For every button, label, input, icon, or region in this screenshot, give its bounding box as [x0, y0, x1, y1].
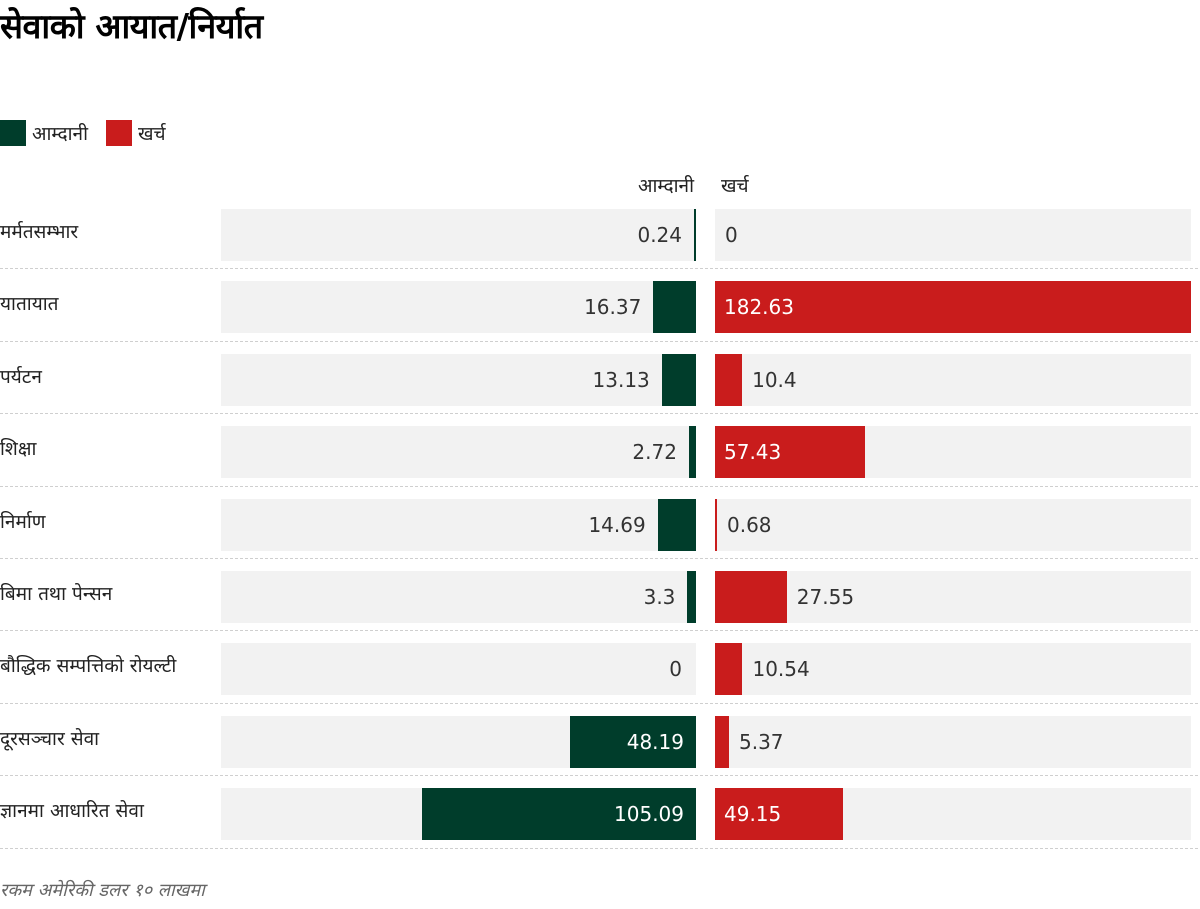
chart-row: निर्माण 14.69 0.68: [0, 486, 1198, 559]
income-track: [221, 571, 696, 623]
category-label: दूरसञ्चार सेवा: [0, 727, 100, 750]
expense-track: [715, 498, 1191, 551]
expense-value-label: 10.54: [752, 657, 810, 682]
category-label: बिमा तथा पेन्सन: [0, 583, 113, 605]
expense-value-label: 10.4: [752, 367, 797, 392]
legend-item-expense: खर्च: [106, 120, 166, 146]
unit-note: रकम अमेरिकी डलर १० लाखमा: [0, 880, 205, 901]
category-label: यातायात: [0, 293, 59, 316]
category-label: निर्माण: [0, 510, 46, 533]
expense-value-label: 5.37: [738, 729, 784, 754]
chart-row: बिमा तथा पेन्सन 3.3 27.55: [0, 558, 1198, 632]
expense-value-label: 182.63: [724, 295, 794, 320]
chart-row: यातायात 16.37 182.63: [0, 268, 1198, 342]
income-track: [221, 281, 696, 334]
income-value-label: 105.09: [614, 802, 684, 827]
income-track: [221, 643, 696, 696]
legend-label-expense: खर्च: [138, 123, 166, 145]
income-track: [221, 715, 696, 768]
legend: आम्दानी खर्च: [0, 120, 184, 146]
chart-row: बौद्धिक सम्पत्तिको रोयल्टी 0 10.54: [0, 630, 1198, 704]
income-bar: [694, 209, 696, 261]
category-label: पर्यटन: [0, 365, 42, 388]
income-bar: [653, 281, 696, 334]
legend-swatch-expense: [106, 120, 133, 146]
income-bar: [570, 715, 696, 768]
column-header-income: आम्दानी: [637, 175, 694, 197]
legend-swatch-income: [0, 120, 26, 146]
income-bar: [661, 353, 696, 406]
expense-track: [715, 571, 1191, 623]
expense-bar: [715, 715, 729, 768]
legend-item-income: आम्दानी: [0, 120, 88, 146]
expense-bar: [715, 643, 743, 696]
expense-bar: [715, 788, 844, 841]
category-label: बौद्धिक सम्पत्तिको रोयल्टी: [0, 655, 177, 678]
income-value-label: 48.19: [626, 729, 684, 754]
chart-row: दूरसञ्चार सेवा 48.19 5.37: [0, 703, 1198, 777]
expense-value-label: 0.68: [727, 512, 772, 537]
expense-bar: [715, 498, 717, 551]
category-label: मर्मतसम्भार: [0, 221, 79, 243]
expense-track: [715, 715, 1191, 768]
income-bar: [688, 426, 696, 479]
expense-track: [715, 353, 1191, 406]
expense-bar: [715, 571, 787, 623]
income-value-label: 3.3: [643, 585, 676, 609]
expense-track: [715, 209, 1191, 261]
income-track: [221, 353, 696, 406]
expense-value-label: 57.43: [724, 440, 782, 465]
category-label: शिक्षा: [0, 438, 37, 461]
expense-track: [715, 426, 1191, 479]
category-label: ज्ञानमा आधारित सेवा: [0, 800, 144, 823]
expense-track: [715, 788, 1191, 841]
expense-bar: [715, 426, 865, 479]
chart-title: सेवाको आयात/निर्यात: [0, 7, 263, 47]
income-bar: [657, 498, 696, 551]
income-value-label: 2.72: [632, 440, 677, 465]
income-value-label: 0: [669, 657, 682, 682]
expense-track: [715, 281, 1191, 334]
chart-row: ज्ञानमा आधारित सेवा 105.09 49.15: [0, 775, 1198, 849]
expense-value-label: 0: [725, 223, 738, 247]
expense-track: [715, 643, 1191, 696]
expense-value-label: 27.55: [796, 585, 855, 609]
income-value-label: 0.24: [637, 223, 682, 247]
income-bar: [687, 571, 696, 623]
income-track: [221, 788, 696, 841]
income-track: [221, 498, 696, 551]
bar-chart: मर्मतसम्भार 0.24 0 यातायात 16.37 182.63 पर्यटन…: [0, 196, 1200, 849]
income-track: [221, 426, 696, 479]
income-bar: [422, 788, 696, 841]
column-header-expense: खर्च: [721, 175, 749, 197]
income-value-label: 14.69: [588, 512, 646, 537]
income-track: [221, 209, 696, 261]
income-value-label: 13.13: [592, 367, 650, 392]
chart-row: पर्यटन 13.13 10.4: [0, 341, 1198, 415]
income-value-label: 16.37: [584, 295, 642, 320]
expense-value-label: 49.15: [724, 802, 782, 827]
chart-row: मर्मतसम्भार 0.24 0: [0, 196, 1198, 270]
expense-bar: [715, 353, 743, 406]
chart-row: शिक्षा 2.72 57.43: [0, 413, 1198, 487]
expense-bar: [715, 281, 1191, 334]
legend-label-income: आम्दानी: [32, 123, 89, 145]
